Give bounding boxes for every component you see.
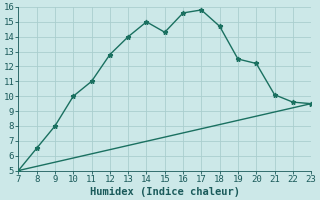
X-axis label: Humidex (Indice chaleur): Humidex (Indice chaleur): [90, 186, 240, 197]
